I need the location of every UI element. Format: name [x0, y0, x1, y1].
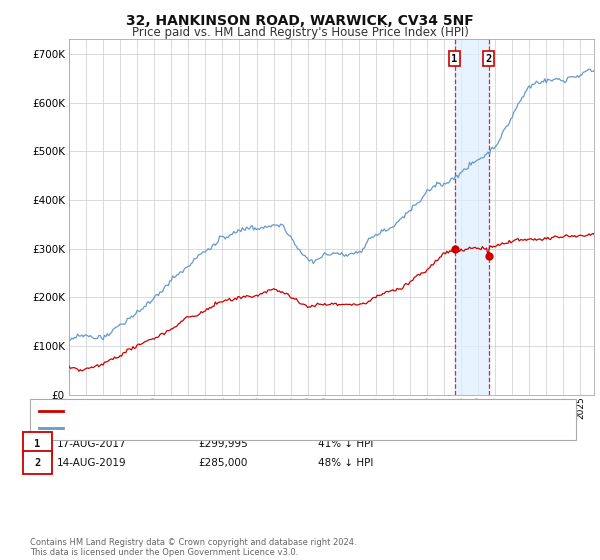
Text: 1: 1: [34, 439, 40, 449]
Text: 17-AUG-2017: 17-AUG-2017: [57, 439, 127, 449]
Text: 1: 1: [451, 54, 458, 64]
Text: 2: 2: [485, 54, 492, 64]
Text: 41% ↓ HPI: 41% ↓ HPI: [318, 439, 373, 449]
Text: £299,995: £299,995: [198, 439, 248, 449]
Text: 14-AUG-2019: 14-AUG-2019: [57, 458, 127, 468]
Text: £285,000: £285,000: [198, 458, 247, 468]
Bar: [455, 39, 488, 395]
Text: Price paid vs. HM Land Registry's House Price Index (HPI): Price paid vs. HM Land Registry's House …: [131, 26, 469, 39]
Text: HPI: Average price, detached house, Warwick: HPI: Average price, detached house, Warw…: [69, 422, 290, 432]
Text: 2: 2: [34, 458, 40, 468]
Text: 32, HANKINSON ROAD, WARWICK, CV34 5NF: 32, HANKINSON ROAD, WARWICK, CV34 5NF: [126, 14, 474, 28]
Text: 32, HANKINSON ROAD, WARWICK, CV34 5NF (detached house): 32, HANKINSON ROAD, WARWICK, CV34 5NF (d…: [69, 405, 376, 416]
Text: Contains HM Land Registry data © Crown copyright and database right 2024.
This d: Contains HM Land Registry data © Crown c…: [30, 538, 356, 557]
Text: 48% ↓ HPI: 48% ↓ HPI: [318, 458, 373, 468]
